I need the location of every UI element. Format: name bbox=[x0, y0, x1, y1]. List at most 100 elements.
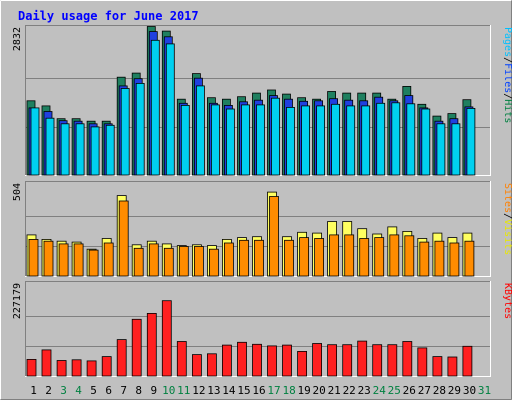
visits-bar-sites bbox=[239, 239, 249, 277]
visits-bar-sites bbox=[43, 240, 54, 277]
hits-bar-pages bbox=[45, 117, 55, 176]
hits-bar-pages bbox=[30, 107, 40, 176]
x-tick-label: 26 bbox=[403, 384, 416, 397]
kbytes-bar-kbytes bbox=[237, 341, 247, 377]
kbytes-axis-max-label: 227179 bbox=[12, 283, 23, 319]
kbytes-legend-item: KBytes bbox=[502, 283, 512, 319]
kbytes-bar-kbytes bbox=[357, 340, 368, 377]
hits-bar-pages bbox=[286, 107, 295, 176]
kbytes-bar-kbytes bbox=[342, 344, 353, 377]
kbytes-bar-kbytes bbox=[252, 343, 262, 377]
visits-bar-sites bbox=[359, 238, 370, 277]
visits-legend-item: Sites bbox=[502, 183, 512, 213]
visits-bar-sites bbox=[329, 234, 340, 277]
visits-bar-sites bbox=[254, 239, 264, 277]
visits-bar-sites bbox=[193, 246, 204, 277]
kbytes-bar-kbytes bbox=[86, 360, 97, 377]
x-tick-label: 18 bbox=[282, 384, 295, 397]
kbytes-bar-kbytes bbox=[56, 360, 67, 377]
kbytes-bar-kbytes bbox=[372, 344, 383, 377]
kbytes-bar-kbytes bbox=[267, 345, 277, 377]
kbytes-bar-kbytes bbox=[176, 341, 187, 377]
visits-bar-sites bbox=[133, 247, 144, 277]
kbytes-bar-kbytes bbox=[432, 356, 443, 377]
hits-bar-pages bbox=[241, 104, 250, 176]
kbytes-bar-kbytes bbox=[206, 353, 217, 377]
visits-bar-sites bbox=[28, 238, 39, 277]
visits-bar-sites bbox=[118, 200, 129, 277]
x-tick-label: 22 bbox=[343, 384, 356, 397]
visits-bar-sites bbox=[269, 196, 279, 277]
visits-bar-sites bbox=[314, 238, 325, 277]
x-tick-label: 21 bbox=[328, 384, 341, 397]
visits-bar-sites bbox=[58, 243, 69, 277]
hits-bar-pages bbox=[60, 123, 70, 176]
visits-bar-sites bbox=[178, 246, 189, 277]
visits-bar-sites bbox=[344, 234, 355, 277]
hits-legend-item: / bbox=[502, 93, 512, 99]
hits-bar-pages bbox=[391, 102, 401, 176]
x-tick-label: 25 bbox=[388, 384, 401, 397]
kbytes-bar-kbytes bbox=[417, 347, 428, 377]
kbytes-bar-kbytes bbox=[462, 345, 473, 377]
kbytes-bar-kbytes bbox=[26, 358, 37, 377]
kbytes-bar-kbytes bbox=[282, 344, 292, 377]
kbytes-bar-kbytes bbox=[387, 344, 398, 377]
x-tick-label: 5 bbox=[90, 384, 97, 397]
kbytes-bar-kbytes bbox=[41, 349, 52, 377]
hits-legend-item: Files bbox=[502, 63, 512, 93]
hits-bar-pages bbox=[436, 123, 446, 176]
hits-bar-pages bbox=[105, 124, 115, 176]
kbytes-bar-kbytes bbox=[312, 343, 323, 377]
visits-legend: Sites/Visits bbox=[502, 183, 512, 255]
kbytes-bar-kbytes bbox=[297, 350, 308, 377]
kbytes-bar-kbytes bbox=[116, 339, 127, 377]
kbytes-bar-kbytes bbox=[161, 300, 172, 377]
panel-visits: 504 Sites/Visits bbox=[12, 181, 512, 277]
x-tick-label: 10 bbox=[162, 384, 175, 397]
kbytes-bar-kbytes bbox=[327, 344, 338, 377]
hits-legend-item: Hits bbox=[502, 99, 512, 123]
visits-bar-sites bbox=[88, 249, 99, 277]
hits-axis-max-label: 2832 bbox=[12, 27, 23, 51]
x-tick-label: 15 bbox=[237, 384, 250, 397]
visits-bar-sites bbox=[449, 242, 460, 277]
visits-bar-sites bbox=[103, 242, 114, 277]
visits-bar-sites bbox=[419, 241, 430, 277]
visits-legend-item: Visits bbox=[502, 219, 512, 255]
visits-bar-sites bbox=[223, 242, 234, 277]
hits-bar-pages bbox=[120, 88, 130, 176]
hits-bar-pages bbox=[301, 105, 311, 176]
hits-bar-pages bbox=[210, 104, 220, 176]
x-tick-label: 8 bbox=[135, 384, 142, 397]
x-tick-label: 13 bbox=[207, 384, 220, 397]
hits-bar-pages bbox=[376, 102, 386, 176]
x-tick-label: 27 bbox=[418, 384, 431, 397]
x-tick-label: 30 bbox=[463, 384, 476, 397]
kbytes-bar-kbytes bbox=[71, 359, 82, 377]
hits-bar-pages bbox=[346, 105, 356, 176]
x-tick-label: 6 bbox=[105, 384, 112, 397]
hits-bar-pages bbox=[451, 123, 461, 176]
visits-bar-sites bbox=[299, 237, 310, 277]
x-tick-label: 7 bbox=[120, 384, 127, 397]
hits-bar-pages bbox=[316, 105, 326, 176]
chart-title: Daily usage for June 2017 bbox=[18, 9, 199, 23]
x-tick-label: 31 bbox=[478, 384, 491, 397]
hits-bar-pages bbox=[466, 108, 476, 176]
hits-bar-pages bbox=[180, 105, 190, 176]
x-tick-label: 9 bbox=[150, 384, 157, 397]
hits-legend-item: Pages bbox=[502, 27, 512, 57]
kbytes-bar-kbytes bbox=[221, 344, 232, 377]
x-tick-label: 2 bbox=[45, 384, 52, 397]
hits-bar-pages bbox=[90, 126, 100, 176]
visits-bar-sites bbox=[434, 240, 445, 277]
hits-bar-pages bbox=[421, 108, 431, 176]
visits-bar-sites bbox=[464, 240, 475, 277]
kbytes-bar-kbytes bbox=[402, 341, 413, 377]
visits-bar-sites bbox=[148, 243, 159, 277]
hits-bar-pages bbox=[406, 103, 416, 176]
x-tick-label: 17 bbox=[267, 384, 280, 397]
kbytes-bar-kbytes bbox=[447, 356, 458, 377]
